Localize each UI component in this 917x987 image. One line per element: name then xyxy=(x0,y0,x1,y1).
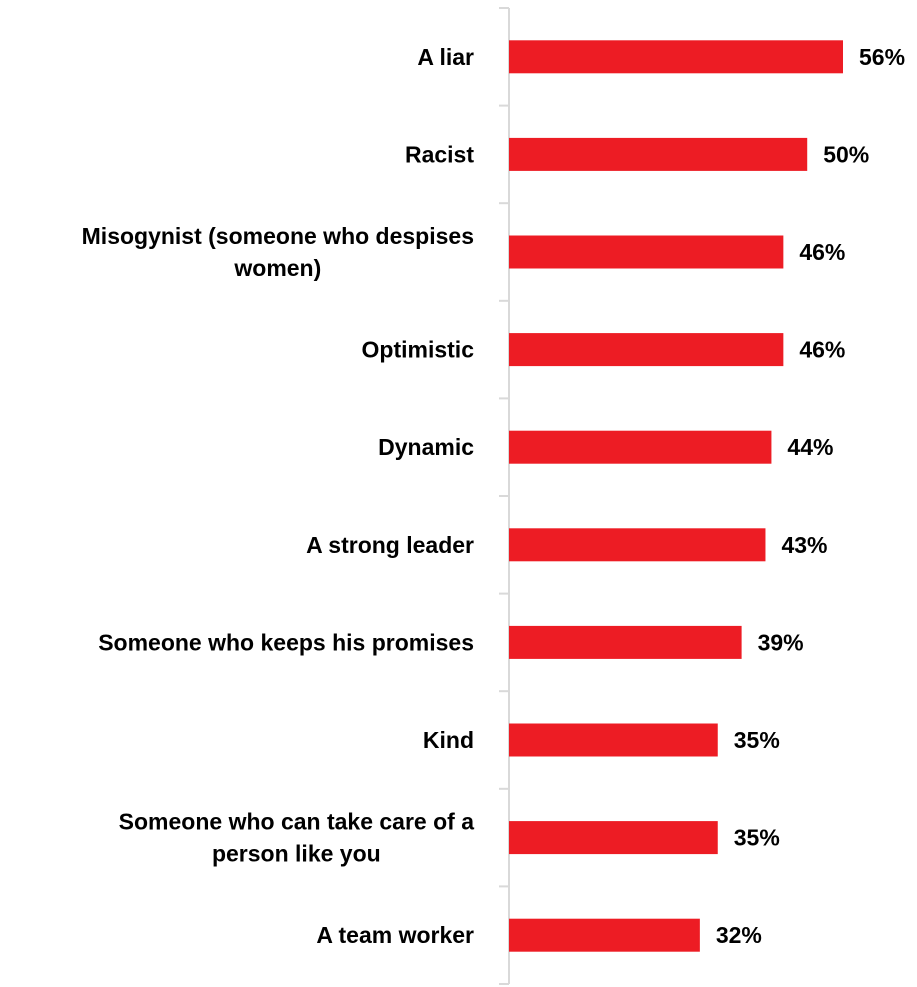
category-axis xyxy=(499,7,510,985)
category-label: A team worker xyxy=(316,922,474,948)
bar xyxy=(509,528,766,562)
bar xyxy=(509,821,718,855)
category-label-line: A strong leader xyxy=(306,532,474,558)
category-label: Someone who can take care of a person lik… xyxy=(119,809,475,867)
bar xyxy=(509,723,718,757)
bar xyxy=(509,430,772,464)
category-label: Dynamic xyxy=(378,434,474,460)
category-label-line: A team worker xyxy=(316,922,474,948)
value-label: 43% xyxy=(781,532,827,558)
value-label: 35% xyxy=(734,727,780,753)
category-label: A liar xyxy=(417,44,474,70)
category-label: Optimistic xyxy=(362,337,475,363)
bar xyxy=(509,625,742,659)
bar xyxy=(509,40,843,74)
category-label-line: Misogynist (someone who despises xyxy=(82,223,474,249)
bar xyxy=(509,235,784,269)
value-label: 56% xyxy=(859,44,905,70)
category-label-line: Optimistic xyxy=(362,337,475,363)
category-label-line: Someone who can take care of a xyxy=(119,809,475,835)
bar xyxy=(509,918,700,952)
value-label: 32% xyxy=(716,922,762,948)
category-label: Kind xyxy=(423,727,474,753)
value-labels: 56% 50% 46% 46% 44% 43% 39% 35% 35% 32% xyxy=(716,44,905,948)
bar xyxy=(509,137,808,171)
value-label: 46% xyxy=(799,239,845,265)
bars xyxy=(509,40,843,952)
category-label-line: Someone who keeps his promises xyxy=(98,629,474,655)
value-label: 35% xyxy=(734,825,780,851)
bar xyxy=(509,333,784,367)
category-label-line: Dynamic xyxy=(378,434,474,460)
category-label: Misogynist (someone who despises women) xyxy=(82,223,474,281)
category-label-line: Kind xyxy=(423,727,474,753)
category-label: A strong leader xyxy=(306,532,474,558)
value-label: 44% xyxy=(787,434,833,460)
category-label-line: A liar xyxy=(417,44,474,70)
category-label: Racist xyxy=(405,141,474,167)
category-label: Someone who keeps his promises xyxy=(98,629,474,655)
value-label: 46% xyxy=(799,337,845,363)
category-label-line: person like you xyxy=(212,841,381,867)
category-label-line: women) xyxy=(233,255,321,281)
value-label: 50% xyxy=(823,141,869,167)
value-label: 39% xyxy=(758,629,804,655)
category-labels: A liar Racist Misogynist (someone who desp… xyxy=(82,44,475,948)
category-label-line: Racist xyxy=(405,141,474,167)
